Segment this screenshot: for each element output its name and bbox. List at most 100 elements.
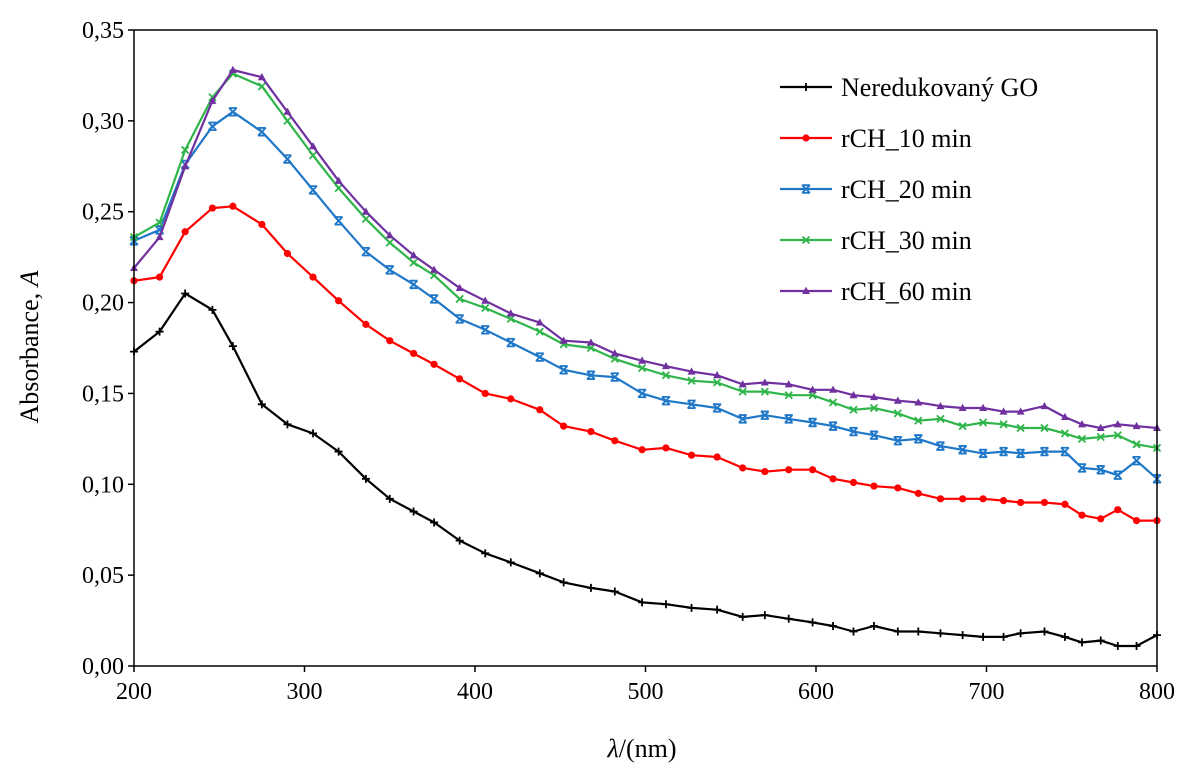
data-point-rch-20-min: [257, 127, 267, 137]
data-point-neredukovany-go: [784, 614, 793, 623]
data-point-neredukovany-go: [893, 627, 902, 636]
data-point-rch-10-min: [430, 360, 438, 368]
data-point-rch-10-min: [456, 375, 464, 383]
x-tick-label: 600: [798, 679, 834, 705]
legend-item-rch-20-min: rCH_20 min: [780, 175, 972, 204]
data-point-rch-20-min: [207, 121, 217, 132]
data-point-rch-60-min: [849, 391, 858, 399]
data-point-rch-30-min: [481, 303, 490, 313]
data-point-rch-60-min: [506, 309, 515, 317]
y-axis-text: Absorbance,: [15, 286, 44, 423]
data-point-neredukovany-go: [661, 600, 670, 609]
data-point-rch-10-min: [662, 444, 670, 452]
data-point-neredukovany-go: [610, 587, 619, 596]
data-point-rch-20-min: [308, 185, 318, 195]
data-point-neredukovany-go: [760, 611, 769, 620]
data-point-rch-20-min: [361, 246, 371, 257]
data-point-rch-20-min: [506, 337, 516, 348]
data-point-rch-10-min: [481, 389, 489, 398]
legend-swatch-marker: [802, 286, 810, 294]
data-point-rch-10-min: [829, 475, 837, 483]
series-line-neredukovany-go: [133, 292, 1158, 648]
data-point-rch-30-min: [361, 214, 371, 224]
data-point-rch-30-min: [760, 387, 769, 396]
x-tick-label: 400: [457, 679, 493, 705]
legend-swatch-marker: [801, 235, 811, 245]
data-point-rch-10-min: [155, 273, 164, 281]
data-point-rch-60-min: [409, 251, 418, 259]
data-point-rch-20-min: [784, 414, 794, 424]
data-point-rch-20-min: [738, 414, 748, 424]
legend: Neredukovaný GO rCH_10 min rCH_20 min rCH_3…: [780, 73, 1038, 306]
data-point-rch-60-min: [283, 107, 292, 115]
data-point-rch-60-min: [334, 176, 343, 184]
data-point-rch-10-min: [999, 497, 1008, 505]
data-point-rch-60-min: [738, 380, 747, 388]
data-point-rch-30-min: [1060, 429, 1070, 438]
data-point-rch-10-min: [1061, 500, 1069, 508]
data-point-rch-20-min: [958, 445, 968, 455]
data-point-rch-10-min: [229, 202, 237, 210]
data-point-neredukovany-go: [849, 627, 858, 636]
data-point-rch-10-min: [309, 273, 317, 281]
data-point-rch-30-min: [308, 151, 318, 160]
x-tick-label: 200: [116, 679, 152, 705]
series-rch-30-min: [129, 69, 1162, 453]
data-point-rch-10-min: [870, 482, 878, 490]
data-point-rch-10-min: [386, 337, 394, 345]
data-point-rch-60-min: [228, 65, 237, 73]
data-point-neredukovany-go: [936, 629, 945, 638]
data-point-neredukovany-go: [283, 420, 292, 429]
data-point-rch-10-min: [283, 249, 292, 258]
data-point-rch-30-min: [506, 314, 515, 324]
data-point-rch-30-min: [914, 416, 923, 425]
data-point-rch-60-min: [155, 232, 164, 241]
y-axis-title: Absorbance, A: [15, 270, 44, 423]
data-point-rch-30-min: [429, 271, 439, 280]
data-point-rch-30-min: [958, 422, 967, 431]
data-point-neredukovany-go: [1060, 632, 1069, 641]
data-point-rch-30-min: [1040, 423, 1049, 433]
data-point-neredukovany-go: [1016, 629, 1025, 638]
data-point-rch-60-min: [1040, 401, 1049, 410]
data-point-rch-10-min: [1097, 515, 1105, 523]
data-point-rch-10-min: [181, 228, 189, 236]
data-point-rch-20-min: [1040, 446, 1049, 457]
data-point-neredukovany-go: [361, 474, 370, 483]
data-point-neredukovany-go: [999, 632, 1008, 641]
y-tick-label: 0,00: [82, 654, 124, 680]
data-point-rch-60-min: [808, 385, 817, 393]
data-point-neredukovany-go: [430, 518, 439, 527]
data-point-rch-30-min: [1077, 434, 1087, 443]
data-point-rch-20-min: [1060, 446, 1070, 457]
legend-item-neredukovany-go: Neredukovaný GO: [780, 73, 1038, 102]
data-point-neredukovany-go: [228, 342, 237, 351]
data-point-rch-60-min: [713, 371, 722, 379]
data-point-rch-20-min: [559, 365, 569, 375]
data-point-rch-60-min: [257, 73, 266, 81]
data-point-rch-20-min: [586, 370, 596, 380]
data-point-rch-30-min: [535, 327, 544, 336]
data-point-rch-10-min: [713, 453, 721, 461]
data-point-rch-30-min: [181, 145, 190, 155]
data-point-rch-60-min: [893, 396, 902, 404]
data-point-rch-20-min: [409, 279, 419, 290]
data-point-rch-60-min: [455, 283, 464, 292]
data-point-rch-60-min: [181, 162, 190, 170]
legend-label: rCH_60 min: [841, 277, 972, 306]
data-point-neredukovany-go: [1077, 638, 1086, 647]
data-point-rch-60-min: [1096, 423, 1105, 431]
data-point-rch-10-min: [914, 489, 922, 497]
data-point-rch-60-min: [610, 349, 619, 357]
data-point-rch-30-min: [661, 371, 671, 380]
data-point-rch-60-min: [979, 403, 988, 411]
data-point-rch-20-min: [283, 154, 292, 164]
data-point-rch-30-min: [1096, 432, 1105, 442]
legend-item-rch-30-min: rCH_30 min: [780, 226, 972, 255]
data-point-rch-20-min: [535, 352, 545, 362]
y-tick-label: 0,35: [82, 18, 124, 44]
x-tick-label: 800: [1139, 679, 1175, 705]
data-point-rch-20-min: [385, 265, 395, 275]
data-point-rch-20-min: [334, 216, 344, 226]
x-tick-label: 700: [969, 679, 1005, 705]
